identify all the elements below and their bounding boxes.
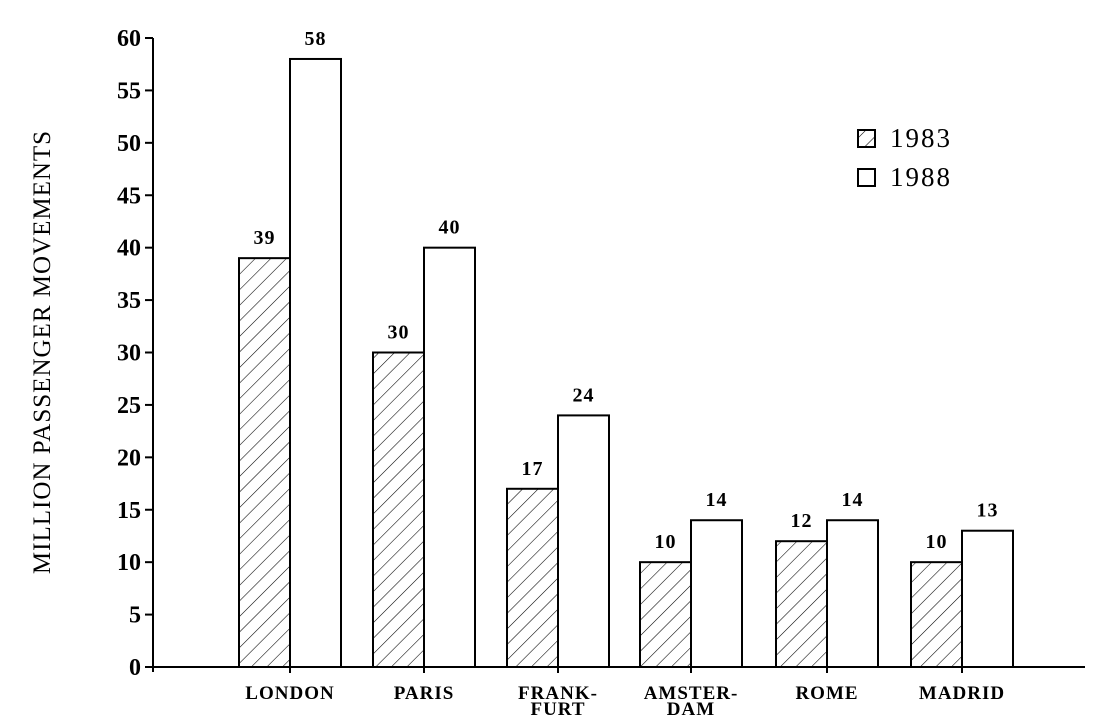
value-label: 10 <box>926 531 948 553</box>
value-label: 58 <box>305 28 327 50</box>
x-tick-label: DAM <box>667 699 715 720</box>
value-label: 17 <box>522 458 544 480</box>
y-tick-label: 10 <box>117 550 141 576</box>
legend-swatch-1988 <box>857 168 876 187</box>
value-label: 13 <box>977 500 999 522</box>
bars <box>238 57 1014 669</box>
x-tick-label: MADRID <box>919 683 1005 704</box>
legend: 1983 1988 <box>857 123 952 192</box>
y-tick-label: 40 <box>117 236 141 262</box>
y-tick-label: 20 <box>117 445 141 471</box>
value-label: 10 <box>655 531 677 553</box>
y-tick-label: 25 <box>117 393 141 419</box>
legend-label-1983: 1983 <box>890 123 952 153</box>
y-tick-label: 30 <box>117 341 141 367</box>
value-label: 12 <box>791 510 813 532</box>
y-tick-label: 0 <box>129 655 141 681</box>
y-tick-label: 15 <box>117 498 141 524</box>
value-label: 30 <box>388 322 410 344</box>
x-tick-label: ROME <box>795 683 858 704</box>
bar-1983-4 <box>775 540 828 669</box>
x-tick-label: PARIS <box>394 683 455 704</box>
y-tick-label: 50 <box>117 131 141 157</box>
value-label: 14 <box>842 489 864 511</box>
legend-label-1988: 1988 <box>890 162 952 192</box>
value-label: 39 <box>254 227 276 249</box>
bar-1988-0 <box>289 57 342 668</box>
bar-1983-0 <box>238 257 291 668</box>
value-label: 40 <box>439 217 461 239</box>
value-labels: 39 58 30 40 17 24 10 14 12 14 10 13 <box>254 28 999 553</box>
bar-1983-3 <box>639 561 692 669</box>
bar-1988-5 <box>961 529 1014 669</box>
bar-1988-2 <box>557 414 610 668</box>
x-tick-label: FURT <box>530 699 585 720</box>
y-tick-label: 35 <box>117 288 141 314</box>
y-tick-label: 55 <box>117 78 141 104</box>
bar-1983-1 <box>372 351 425 668</box>
bar-1983-2 <box>506 487 559 668</box>
value-label: 24 <box>573 384 595 406</box>
x-tick-label: FRANK- <box>518 683 598 704</box>
axes: 0 5 10 15 20 25 30 35 40 45 50 55 60 MILLION PASSENGE… <box>29 26 1085 720</box>
bar-1988-3 <box>690 519 743 668</box>
y-tick-label: 45 <box>117 183 141 209</box>
value-label: 14 <box>706 489 728 511</box>
bar-1983-5 <box>910 561 963 669</box>
x-tick-label: AMSTER- <box>644 683 739 704</box>
bar-1988-4 <box>826 519 879 668</box>
y-tick-label: 5 <box>129 603 141 629</box>
legend-swatch-1983 <box>857 129 876 148</box>
y-axis-title: MILLION PASSENGER MOVEMENTS <box>29 130 56 574</box>
y-tick-label: 60 <box>117 26 141 52</box>
bar-1988-1 <box>423 246 476 669</box>
x-tick-label: LONDON <box>245 683 334 704</box>
